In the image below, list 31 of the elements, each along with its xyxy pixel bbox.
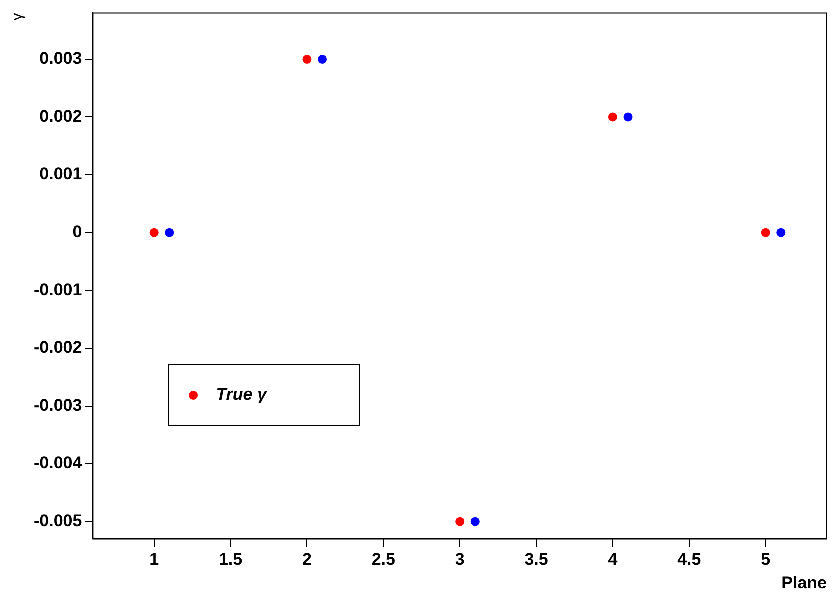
point [761, 228, 770, 238]
point [624, 112, 633, 122]
point [776, 228, 786, 238]
x-tick-label: 2 [302, 550, 312, 570]
y-tick-label: 0.003 [40, 49, 82, 68]
y-tick-label: 0.002 [40, 106, 82, 126]
point [470, 517, 480, 526]
point [165, 228, 174, 238]
x-tick-label: 3 [455, 550, 465, 570]
x-tick-label: 1 [150, 550, 160, 570]
y-tick-label: 0 [72, 222, 82, 242]
y-tick-label: -0.005 [34, 512, 82, 531]
point [302, 54, 312, 64]
x-tick-label: 1.5 [218, 550, 243, 570]
x-axis-title: Plane [782, 573, 827, 592]
y-tick-label: -0.001 [34, 280, 82, 300]
point [150, 228, 159, 238]
y-axis-title: γ [9, 12, 26, 21]
legend-label: True γ [216, 385, 267, 406]
x-tick-label: 4 [608, 550, 618, 570]
point [608, 112, 618, 122]
x-tick-label: 3.5 [524, 550, 548, 570]
point [456, 517, 465, 526]
y-tick-label: -0.002 [34, 338, 82, 358]
y-tick-label: -0.003 [34, 396, 82, 415]
x-tick-label: 5 [761, 550, 771, 570]
x-tick-label: 4.5 [678, 550, 702, 570]
y-tick-label: -0.004 [34, 454, 83, 473]
y-tick-label: 0.001 [40, 164, 82, 184]
x-tick-label: 2.5 [372, 550, 396, 570]
point [318, 54, 328, 64]
